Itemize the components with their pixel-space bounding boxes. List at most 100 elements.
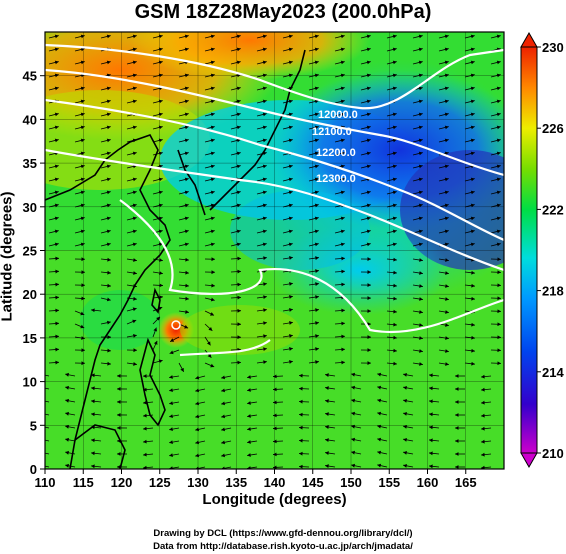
streamline-arrow: [236, 242, 241, 247]
streamline-arrow: [444, 164, 449, 169]
streamline-arrow: [236, 60, 241, 65]
streamline-arrow: [314, 86, 319, 91]
streamline-arrow: [455, 400, 459, 404]
streamline-arrow: [481, 387, 485, 392]
streamline-arrow: [470, 34, 475, 39]
streamline-arrow: [117, 374, 121, 378]
streamline-arrow: [159, 295, 163, 300]
coastline-borneo: [74, 424, 126, 469]
streamline-arrow: [185, 296, 189, 301]
streamline-arrow: [91, 412, 95, 417]
streamline-arrow: [470, 229, 475, 234]
streamline-arrow: [221, 375, 226, 380]
streamline-arrow: [392, 86, 397, 91]
streamline-arrow: [403, 385, 407, 390]
streamline-arrow: [237, 256, 241, 261]
streamline-arrow: [184, 229, 189, 234]
streamline-arrow: [325, 373, 329, 377]
streamline-arrow: [132, 60, 137, 65]
streamline-arrow: [169, 401, 173, 406]
streamline-arrow: [288, 112, 293, 117]
streamline-arrow: [392, 34, 397, 39]
streamline-arrow: [471, 361, 475, 366]
streamline-arrow: [210, 112, 215, 117]
streamline-arrow: [54, 73, 59, 78]
streamline-arrow: [403, 463, 407, 468]
streamline-arrow: [132, 125, 137, 130]
streamline-arrow: [314, 138, 319, 143]
streamline-arrow: [393, 257, 397, 262]
streamline-arrow: [132, 86, 137, 91]
streamline-arrow: [496, 190, 501, 195]
streamline-arrow: [445, 258, 449, 262]
streamline-arrow: [91, 386, 95, 391]
streamline-arrow: [221, 440, 226, 445]
streamline-arrow: [497, 283, 501, 288]
streamline-arrow: [471, 283, 475, 288]
streamline-arrow: [444, 47, 449, 52]
streamline-arrow: [429, 399, 433, 404]
streamline-arrow: [419, 362, 423, 366]
streamline-arrow: [341, 334, 345, 339]
streamline-arrow: [470, 203, 475, 208]
streamline-arrow: [325, 412, 329, 416]
streamline-arrow: [169, 350, 174, 355]
contour-layer: [45, 43, 504, 357]
streamline-arrow: [158, 34, 163, 39]
streamline-arrow: [419, 310, 423, 314]
streamline-arrow: [288, 216, 293, 221]
streamline-arrow: [314, 190, 319, 195]
streamline-arrow: [496, 138, 501, 143]
streamline-arrow: [195, 453, 200, 458]
streamline-arrow: [351, 437, 356, 442]
streamline-arrow: [341, 282, 345, 287]
streamline-arrow: [470, 112, 475, 117]
streamline-arrow: [158, 203, 163, 208]
streamline-arrow: [289, 347, 293, 351]
streamline-arrow: [80, 311, 85, 316]
streamline-arrow: [366, 99, 371, 104]
streamline-arrow: [80, 86, 85, 91]
streamline-arrow: [208, 327, 213, 331]
streamline-arrow: [366, 60, 371, 65]
streamline-arrow: [210, 229, 215, 234]
streamline-arrow: [444, 203, 449, 208]
streamline-arrow: [106, 125, 111, 130]
streamline-arrow: [55, 295, 59, 300]
streamline-arrow: [299, 451, 303, 456]
streamline-arrow: [262, 216, 267, 221]
streamline-arrow: [237, 360, 241, 365]
streamline-arrow: [81, 270, 85, 275]
streamline-arrow: [481, 439, 485, 444]
streamline-arrow: [65, 398, 69, 403]
streamline-arrow: [393, 361, 397, 366]
streamline-arrow: [366, 164, 371, 169]
streamline-arrow: [81, 296, 85, 301]
contour-line-12400: [119, 199, 504, 334]
streamline-arrow: [184, 242, 189, 247]
streamline-arrow: [288, 125, 293, 130]
streamline-arrow: [106, 34, 111, 39]
streamline-arrow: [392, 190, 397, 195]
streamline-arrow: [210, 73, 215, 78]
streamline-arrow: [481, 452, 485, 457]
streamline-arrow: [288, 229, 293, 234]
x-tick-label: 160: [417, 475, 439, 490]
streamline-arrow: [55, 360, 59, 365]
streamline-arrow: [445, 310, 449, 314]
streamline-arrow: [455, 387, 459, 391]
streamline-arrow: [429, 425, 433, 430]
y-tick-label: 40: [23, 112, 37, 127]
streamline-arrow: [133, 271, 137, 275]
streamline-arrow: [496, 99, 501, 104]
streamline-arrow: [393, 296, 397, 301]
streamline-arrow: [315, 321, 319, 325]
streamline-arrow: [392, 112, 397, 117]
streamline-arrow: [107, 257, 111, 262]
streamline-arrow: [340, 138, 345, 143]
streamline-arrow: [236, 190, 241, 195]
streamline-arrow: [377, 450, 382, 455]
streamline-arrow: [210, 190, 215, 195]
streamline-arrow: [39, 438, 43, 442]
colorbar-gradient: [520, 46, 538, 454]
